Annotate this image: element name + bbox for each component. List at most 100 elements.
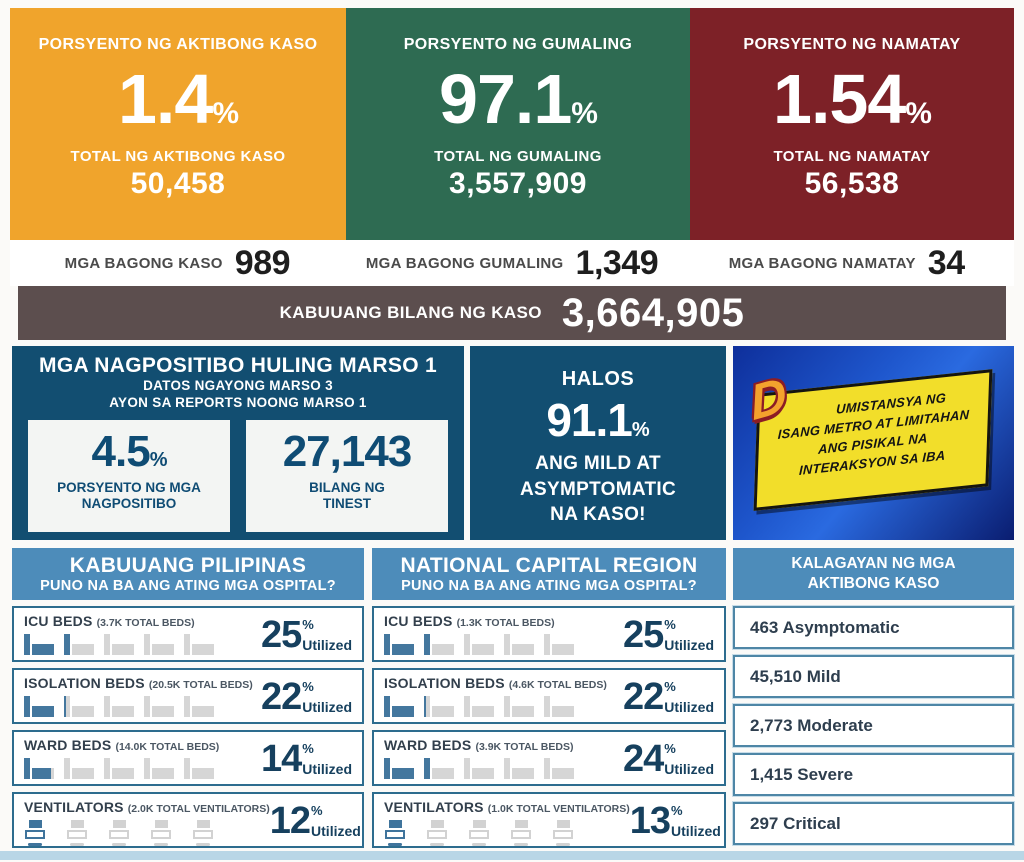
bed-icon: [424, 696, 454, 717]
philippines-hospital-header: KABUUANG PILIPINAS PUNO NA BA ANG ATING …: [12, 548, 364, 600]
stat-label: ICU BEDS (1.3K TOTAL BEDS): [384, 613, 555, 629]
advisory-sticker: D UMISTANSYA NG ISANG METRO AT LIMITAHAN…: [747, 366, 993, 511]
bed-icon: [424, 634, 432, 655]
bed-icon: [144, 634, 174, 655]
bed-icon: [24, 696, 54, 717]
ventilator-icon: [66, 820, 88, 846]
new-deaths: MGA BAGONG NAMATAY 34: [728, 243, 965, 282]
bed-icon: [144, 758, 174, 779]
deaths-card: PORSYENTO NG NAMATAY 1.54% TOTAL NG NAMA…: [690, 8, 1014, 240]
summary-cards-row: PORSYENTO NG AKTIBONG KASO 1.4% TOTAL NG…: [10, 8, 1014, 240]
bed-icon: [464, 758, 494, 779]
severity-list-item: 463 Asymptomatic: [732, 605, 1015, 650]
new-cases-value: 989: [234, 243, 291, 282]
ventilator-icon: [150, 820, 172, 846]
stat-label: ISOLATION BEDS (4.6K TOTAL BEDS): [384, 675, 607, 691]
total-cases-bar: KABUUANG BILANG NG KASO 3,664,905: [18, 286, 1006, 340]
bed-icon: [464, 696, 494, 717]
utilization-value: 22% Utilized: [622, 675, 714, 718]
utilization-pictograph: [384, 820, 574, 846]
ventilator-icon: [510, 820, 532, 846]
new-cases-row: MGA BAGONG KASO 989 MGA BAGONG GUMALING …: [10, 240, 1014, 286]
ventilator-icon: [384, 820, 406, 846]
utilization-value: 12% Utilized: [269, 799, 361, 842]
bed-icon: [424, 758, 430, 779]
tests-count-box: 27,143 BILANG NG TINEST: [246, 419, 448, 532]
bed-icon: [64, 696, 66, 717]
bed-icon: [64, 634, 72, 655]
stat-label: VENTILATORS (2.0K TOTAL VENTILATORS): [24, 799, 270, 815]
utilization-pictograph: [24, 696, 214, 722]
active-total-value: 50,458: [130, 167, 226, 200]
hospital-stat-row: VENTILATORS (1.0K TOTAL VENTILATORS) 13% U…: [372, 792, 726, 848]
utilization-value: 25% Utilized: [260, 613, 352, 656]
new-recoveries: MGA BAGONG GUMALING 1,349: [365, 243, 659, 282]
bed-icon: [504, 696, 534, 717]
card-title: PORSYENTO NG GUMALING: [403, 36, 633, 53]
positivity-stats: 4.5% PORSYENTO NG MGA NAGPOSITIBO 27,143 …: [12, 412, 464, 532]
hospital-stat-row: WARD BEDS (3.9K TOTAL BEDS) 24% Utilized: [372, 730, 726, 786]
card-title: PORSYENTO NG AKTIBONG KASO: [38, 36, 318, 53]
bed-icon: [464, 634, 494, 655]
card-total-label: TOTAL NG AKTIBONG KASO: [70, 148, 286, 165]
utilization-pictograph: [384, 758, 574, 784]
utilization-pictograph: [384, 696, 574, 722]
bed-icon: [24, 758, 51, 779]
advisory-initial-letter: D: [746, 366, 791, 432]
bed-icon: [24, 634, 54, 655]
mild-percent: 91.1%: [546, 394, 650, 446]
stat-label: WARD BEDS (3.9K TOTAL BEDS): [384, 737, 574, 753]
total-cases-value: 3,664,905: [561, 290, 745, 335]
severity-list-item: 297 Critical: [732, 801, 1015, 846]
bed-icon: [184, 696, 214, 717]
bed-icon: [544, 758, 574, 779]
bed-icon: [504, 758, 534, 779]
stat-label: WARD BEDS (14.0K TOTAL BEDS): [24, 737, 220, 753]
bed-icon: [144, 696, 174, 717]
card-total-label: TOTAL NG GUMALING: [434, 148, 602, 165]
utilization-pictograph: [384, 634, 574, 660]
utilization-pictograph: [24, 758, 214, 784]
new-cases: MGA BAGONG KASO 989: [64, 243, 291, 282]
ventilator-icon: [108, 820, 130, 846]
ventilator-icon: [552, 820, 574, 846]
bed-icon: [424, 696, 426, 717]
bed-icon: [384, 758, 414, 779]
stat-label: VENTILATORS (1.0K TOTAL VENTILATORS): [384, 799, 630, 815]
deaths-percent: 1.54%: [773, 60, 932, 138]
recovered-card: PORSYENTO NG GUMALING 97.1% TOTAL NG GUM…: [346, 8, 690, 240]
hospital-stat-row: ISOLATION BEDS (20.5K TOTAL BEDS) 22% Util…: [12, 668, 364, 724]
distancing-advisory-panel: D UMISTANSYA NG ISANG METRO AT LIMITAHAN…: [733, 346, 1014, 540]
philippines-hospital-stats: ICU BEDS (3.7K TOTAL BEDS) 25% Utilized ISO…: [12, 606, 364, 848]
bottom-accent-strip: [0, 851, 1024, 860]
ventilator-icon: [192, 820, 214, 846]
utilization-value: 14% Utilized: [260, 737, 352, 780]
card-title: PORSYENTO NG NAMATAY: [743, 36, 961, 53]
bed-icon: [104, 696, 134, 717]
severity-list-item: 2,773 Moderate: [732, 703, 1015, 748]
bed-icon: [384, 696, 414, 717]
bed-icon: [184, 634, 214, 655]
bed-icon: [104, 758, 134, 779]
bed-icon: [544, 634, 574, 655]
hospital-stat-row: VENTILATORS (2.0K TOTAL VENTILATORS) 12% U…: [12, 792, 364, 848]
deaths-total-value: 56,538: [804, 167, 900, 200]
bed-icon: [184, 758, 214, 779]
hospital-stat-row: ICU BEDS (3.7K TOTAL BEDS) 25% Utilized: [12, 606, 364, 662]
ventilator-icon: [468, 820, 490, 846]
severity-list-item: 1,415 Severe: [732, 752, 1015, 797]
stat-label: ISOLATION BEDS (20.5K TOTAL BEDS): [24, 675, 253, 691]
ncr-hospital-stats: ICU BEDS (1.3K TOTAL BEDS) 25% Utilized ISO…: [372, 606, 726, 848]
bed-icon: [504, 634, 534, 655]
severity-list-item: 45,510 Mild: [732, 654, 1015, 699]
active-percent: 1.4%: [118, 60, 239, 138]
active-cases-severity-list: 463 Asymptomatic 45,510 Mild 2,773 Moderat…: [732, 605, 1015, 846]
ventilator-icon: [426, 820, 448, 846]
positivity-panel: MGA NAGPOSITIBO HULING MARSO 1 DATOS NGA…: [12, 346, 464, 540]
utilization-pictograph: [24, 634, 214, 660]
ventilator-icon: [24, 820, 46, 846]
hospital-stat-row: WARD BEDS (14.0K TOTAL BEDS) 14% Utilized: [12, 730, 364, 786]
card-total-label: TOTAL NG NAMATAY: [773, 148, 931, 165]
bed-icon: [384, 634, 414, 655]
